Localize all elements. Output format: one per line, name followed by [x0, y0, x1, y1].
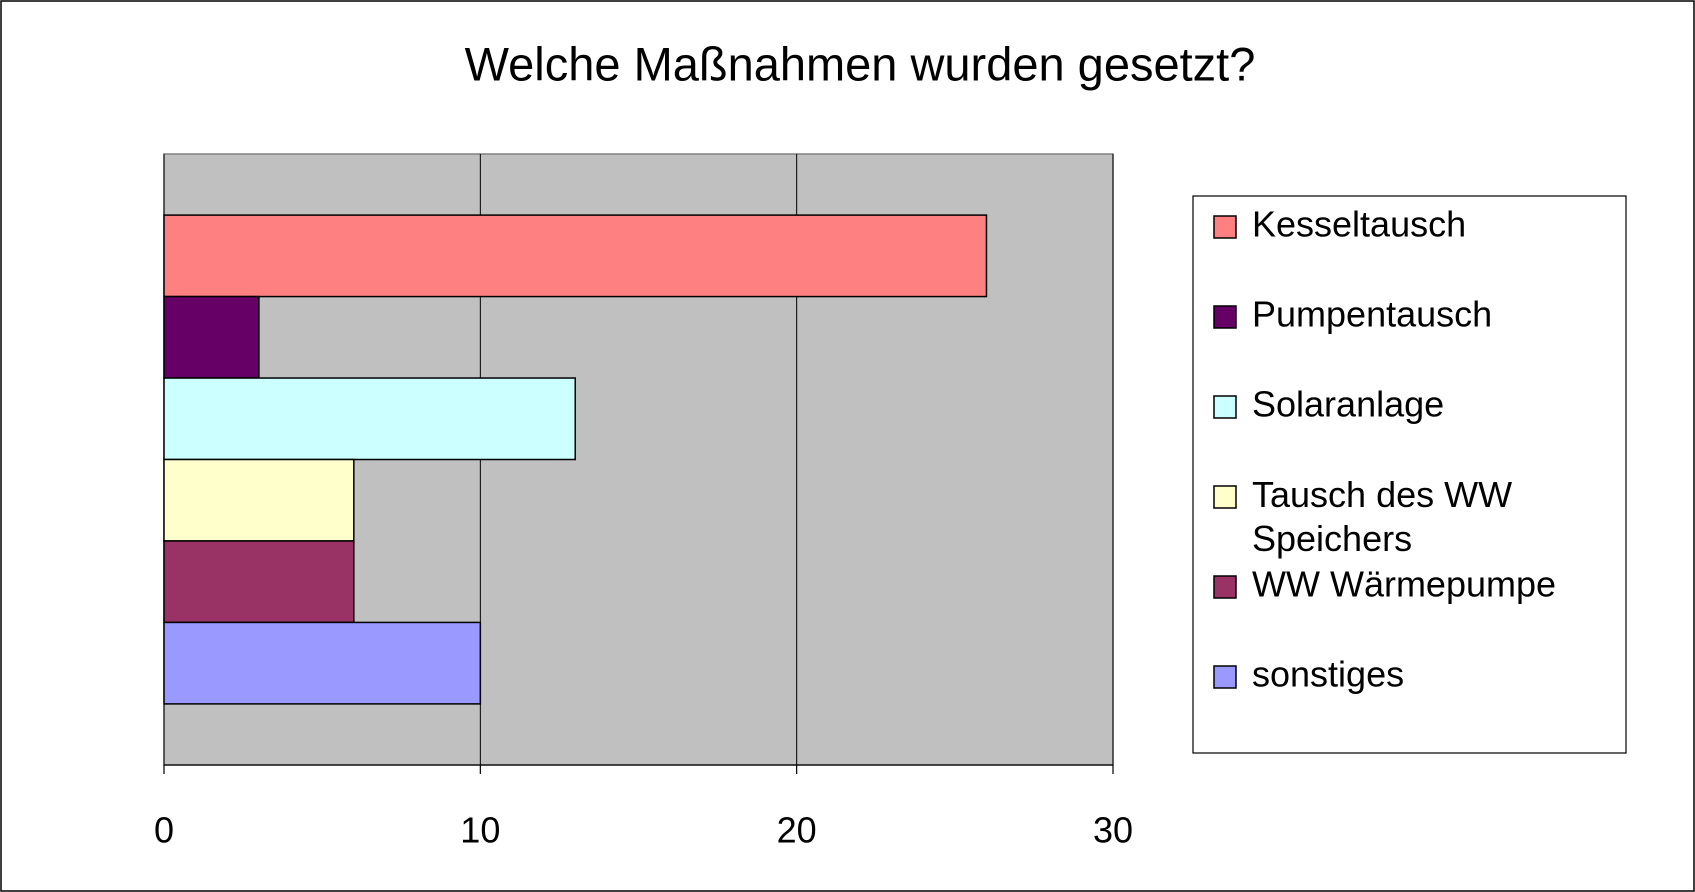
chart-title: Welche Maßnahmen wurden gesetzt? [465, 37, 1256, 90]
x-tick-label: 10 [460, 810, 500, 851]
x-tick-label: 30 [1093, 810, 1133, 851]
legend-label: sonstiges [1252, 654, 1404, 695]
legend-box [1192, 195, 1627, 754]
legend-label: Solaranlage [1252, 384, 1444, 425]
legend-swatch [1213, 305, 1237, 329]
bar [163, 377, 576, 461]
bar [163, 621, 482, 705]
legend-swatch [1213, 665, 1237, 689]
bar [163, 295, 260, 379]
legend-swatch [1213, 215, 1237, 239]
bar [163, 540, 355, 624]
legend-label: Pumpentausch [1252, 294, 1492, 335]
legend-label: Tausch des WW Speichers [1252, 474, 1522, 559]
legend-swatch [1213, 485, 1237, 509]
legend-swatch [1213, 395, 1237, 419]
x-tick-label: 0 [154, 810, 174, 851]
x-tick-label: 20 [777, 810, 817, 851]
legend-swatch [1213, 575, 1237, 599]
bar [163, 458, 355, 542]
legend-label: Kesseltausch [1252, 204, 1466, 245]
bar [163, 214, 988, 298]
legend-label: WW Wärmepumpe [1252, 564, 1556, 605]
